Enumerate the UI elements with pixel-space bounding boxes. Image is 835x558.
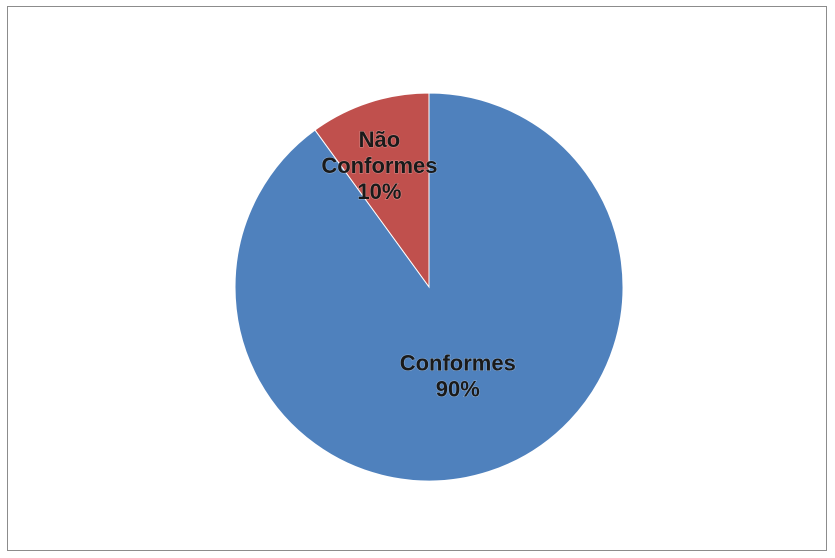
data-label-line: 10% [357,179,401,204]
pie-slices [234,92,624,482]
data-label-line: Não [359,127,401,152]
data-label-line: Conformes [400,351,516,376]
data-label-line: Conformes [321,153,437,178]
data-label-n-o-conformes: Não Conformes 10% [321,127,437,204]
pie-labels: Não Conformes 10%Conformes 90% [321,127,516,402]
data-label-line: 90% [436,377,480,402]
pie-slice-n-o-conformes [314,92,430,289]
pie-slice-conformes [234,92,624,482]
data-label-conformes: Conformes 90% [400,351,516,402]
